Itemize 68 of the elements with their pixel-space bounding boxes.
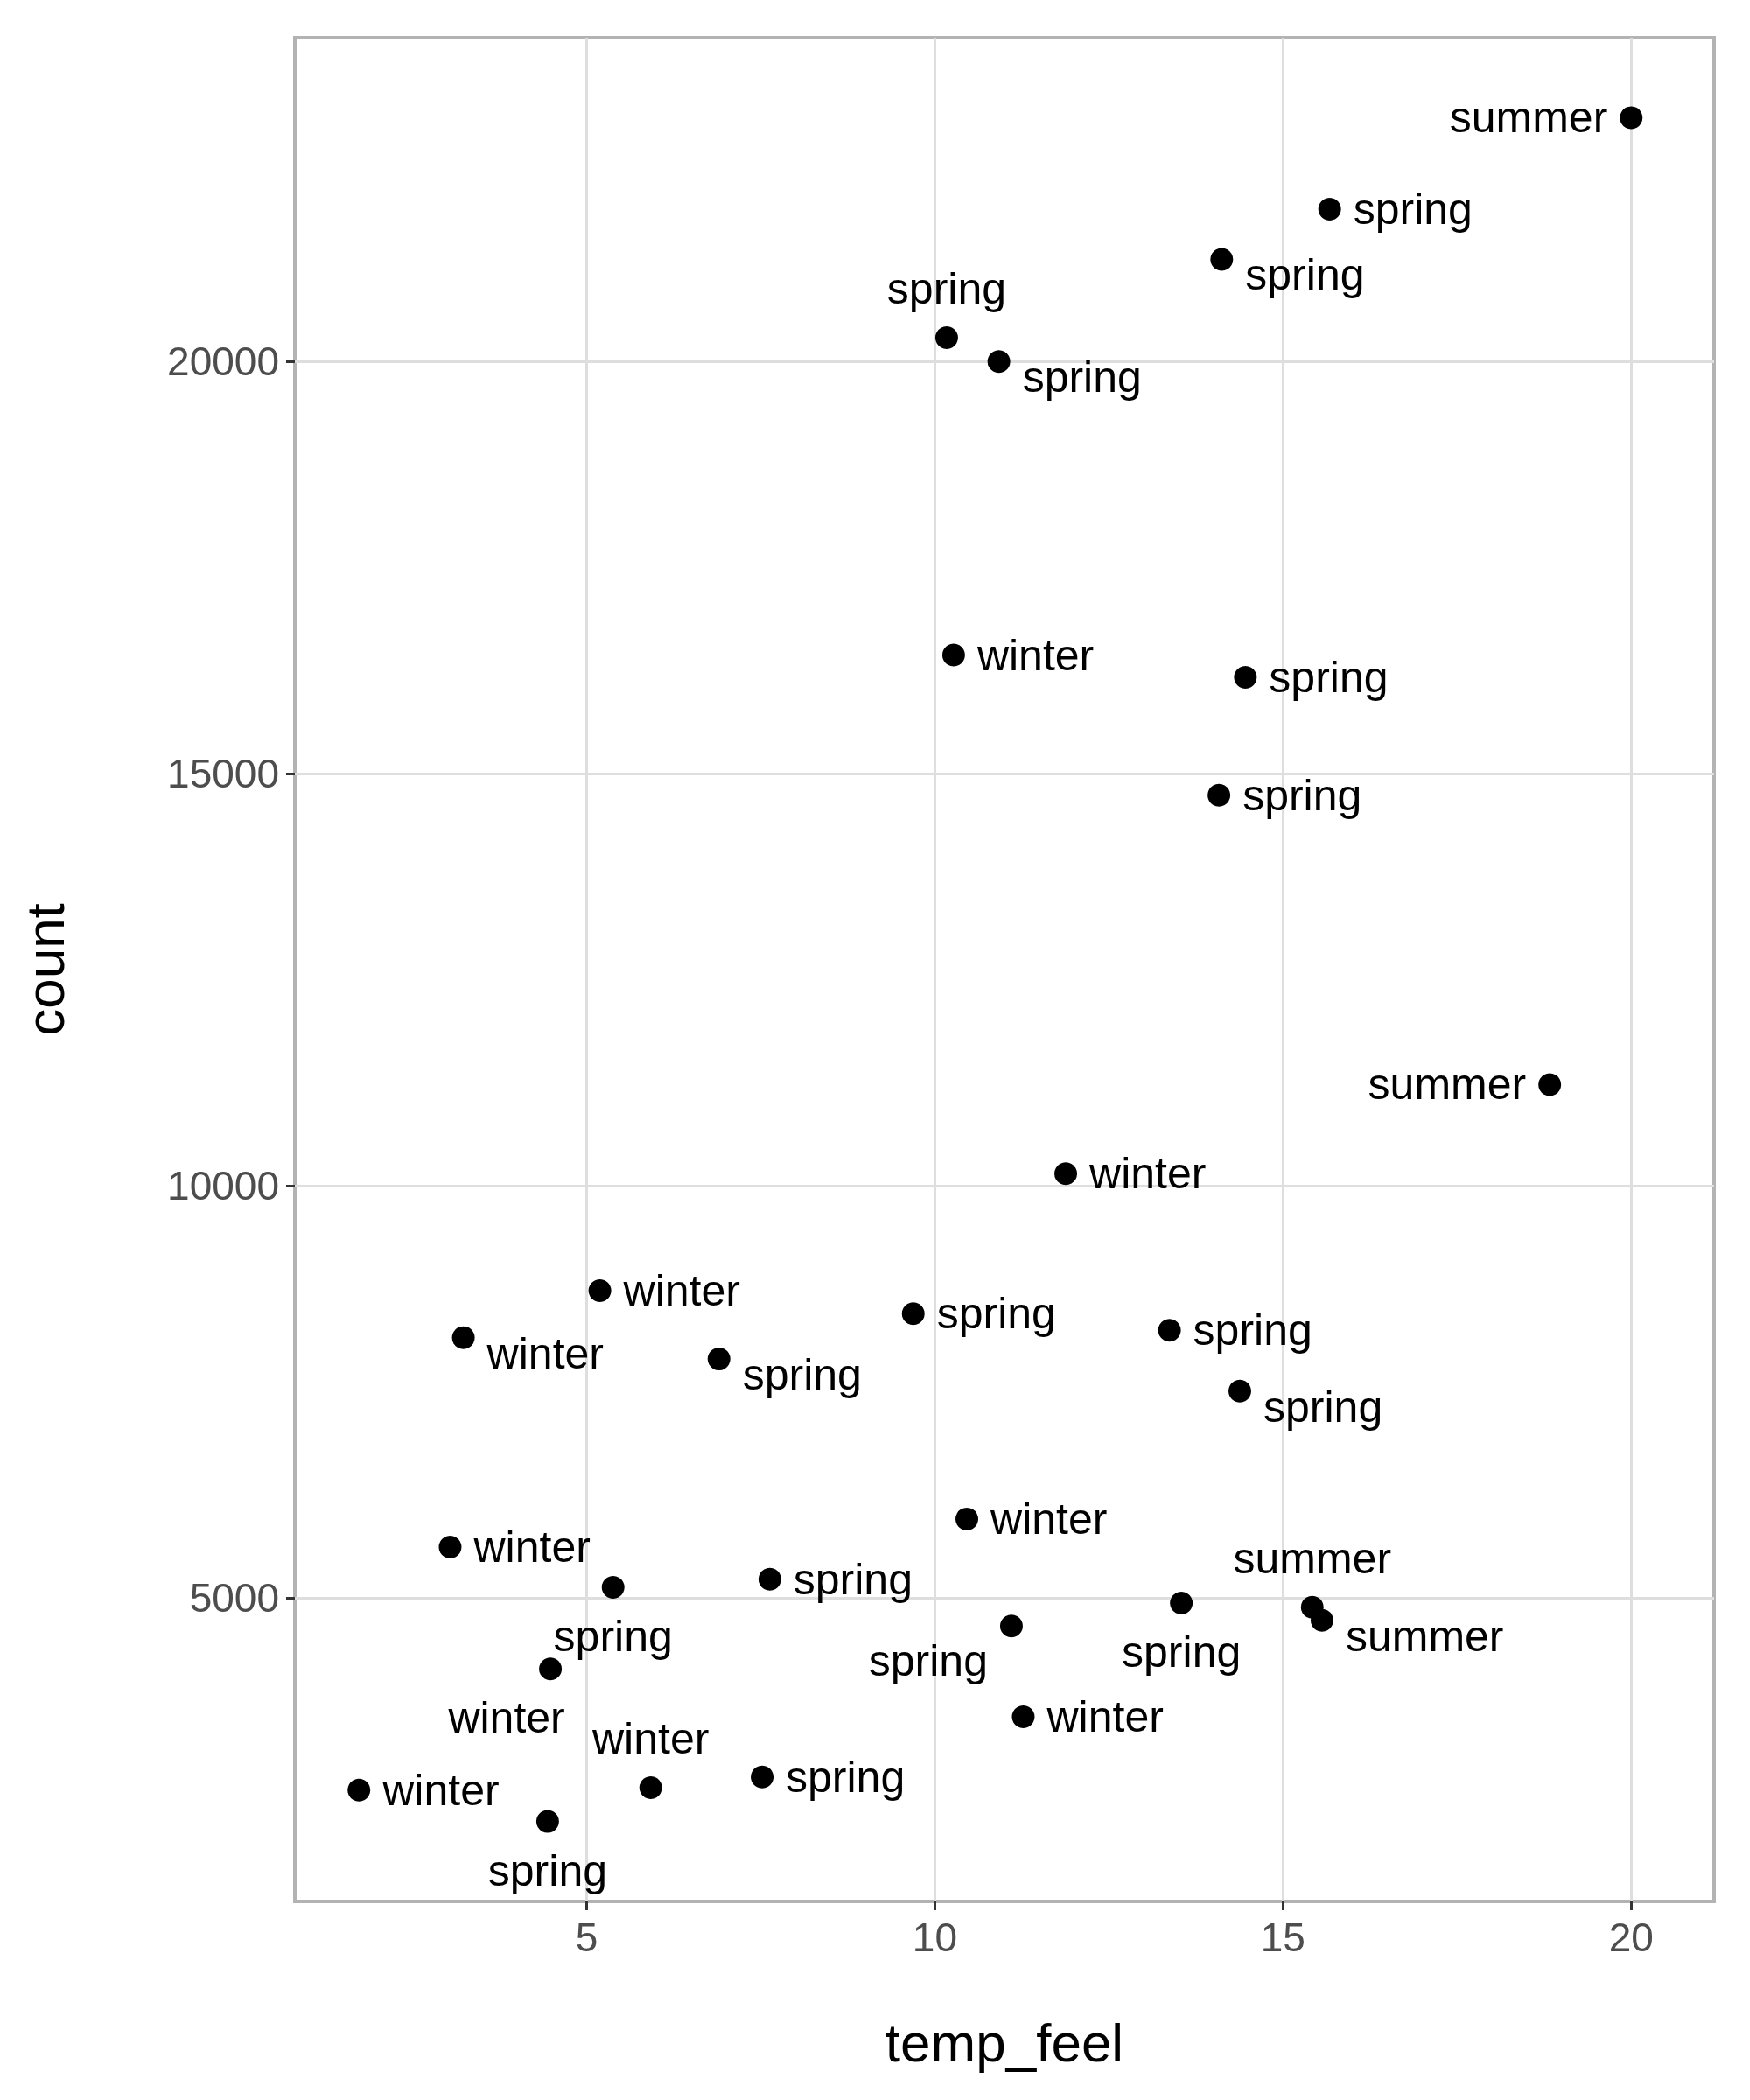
data-label: winter xyxy=(976,630,1095,680)
y-tick-label: 10000 xyxy=(167,1163,279,1209)
data-label: winter xyxy=(1088,1149,1207,1199)
point xyxy=(1054,1162,1078,1186)
point xyxy=(1310,1608,1334,1632)
y-tick-label: 5000 xyxy=(189,1575,279,1621)
x-tick-label: 15 xyxy=(1260,1914,1306,1960)
data-label: winter xyxy=(486,1328,604,1378)
data-label: summer xyxy=(1368,1060,1527,1110)
point xyxy=(707,1348,731,1371)
point xyxy=(987,350,1011,374)
point xyxy=(452,1326,475,1349)
point xyxy=(1170,1591,1194,1614)
point xyxy=(588,1278,612,1302)
point xyxy=(751,1765,774,1788)
data-label: spring xyxy=(1193,1306,1312,1355)
point xyxy=(934,326,958,349)
point xyxy=(1158,1319,1181,1342)
point xyxy=(956,1507,979,1530)
y-tick-label: 20000 xyxy=(167,339,279,385)
point xyxy=(758,1567,781,1591)
data-label: spring xyxy=(1242,770,1362,820)
point xyxy=(1234,666,1257,690)
data-label: summer xyxy=(1345,1611,1504,1661)
point xyxy=(347,1778,371,1802)
point xyxy=(1318,197,1341,220)
x-tick-label: 10 xyxy=(912,1914,957,1960)
y-tick-label: 15000 xyxy=(167,751,279,797)
data-label: spring xyxy=(793,1554,913,1604)
data-label: spring xyxy=(1353,184,1473,234)
data-label: winter xyxy=(622,1265,740,1315)
data-label: spring xyxy=(786,1752,906,1802)
data-label: spring xyxy=(1122,1627,1242,1676)
x-tick-label: 5 xyxy=(575,1914,598,1960)
data-label: spring xyxy=(886,263,1007,313)
data-label: spring xyxy=(868,1636,988,1686)
data-label: winter xyxy=(592,1714,710,1763)
data-label: summer xyxy=(1449,93,1608,143)
data-label: summer xyxy=(1233,1533,1392,1583)
point xyxy=(1228,1379,1252,1403)
data-label: spring xyxy=(1022,353,1142,402)
data-label: spring xyxy=(553,1612,673,1662)
data-label: spring xyxy=(1245,250,1365,300)
point xyxy=(639,1776,662,1799)
y-axis-title: count xyxy=(14,903,75,1036)
data-label: spring xyxy=(487,1845,607,1895)
point xyxy=(942,643,965,667)
data-label: spring xyxy=(936,1289,1056,1339)
data-label: winter xyxy=(472,1522,591,1572)
data-label: winter xyxy=(382,1765,500,1815)
point xyxy=(1210,248,1234,271)
point xyxy=(536,1810,559,1833)
point xyxy=(999,1614,1023,1638)
x-tick-label: 20 xyxy=(1608,1914,1654,1960)
data-label: winter xyxy=(1046,1691,1164,1741)
point xyxy=(1538,1073,1562,1096)
data-label: winter xyxy=(447,1693,565,1743)
x-axis-title: temp_feel xyxy=(885,2012,1124,2073)
data-label: winter xyxy=(990,1494,1108,1544)
data-label: spring xyxy=(1269,653,1389,703)
data-label: spring xyxy=(742,1350,862,1400)
data-label: spring xyxy=(1264,1382,1383,1432)
point xyxy=(901,1302,925,1326)
point xyxy=(1208,783,1231,807)
point xyxy=(438,1535,462,1558)
point xyxy=(601,1576,625,1600)
point xyxy=(1012,1704,1035,1728)
point xyxy=(1620,106,1643,130)
